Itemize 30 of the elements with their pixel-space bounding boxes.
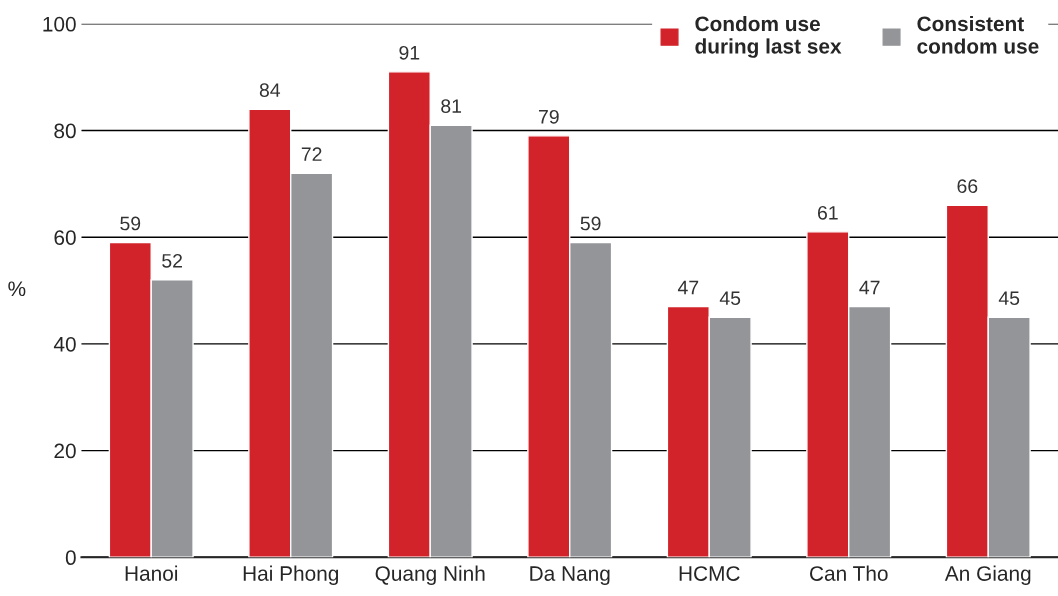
y-tick-label: 60 <box>54 230 76 245</box>
data-label: 59 <box>580 216 601 231</box>
x-tick-label: Quang Ninh <box>375 565 485 586</box>
data-label: 47 <box>859 280 880 295</box>
legend-label: Condom use during last sex <box>695 15 842 58</box>
data-label: 45 <box>719 291 741 306</box>
y-tick-label: 0 <box>65 550 76 566</box>
x-tick-label: Hai Phong <box>243 565 339 586</box>
y-tick-label: 20 <box>54 443 76 459</box>
data-label: 79 <box>538 109 559 124</box>
x-tick-label: An Giang <box>944 565 1031 586</box>
y-tick-label: 40 <box>53 336 76 352</box>
legend-label: Consistent condom use <box>917 15 1039 54</box>
data-label: 84 <box>259 83 281 98</box>
x-tick-label: Da Nang <box>530 566 610 586</box>
data-label: 91 <box>399 45 420 60</box>
data-label: 61 <box>817 205 838 220</box>
y-axis-title: % <box>8 281 26 297</box>
x-tick-label: Hanoi <box>125 565 178 581</box>
data-label: 52 <box>162 253 182 268</box>
y-tick-label: 80 <box>54 123 76 139</box>
x-tick-label: HCMC <box>679 566 740 581</box>
y-tick-label: 100 <box>43 16 76 32</box>
data-label: 59 <box>120 216 141 231</box>
data-label: 72 <box>301 147 322 161</box>
data-label: 47 <box>677 280 699 295</box>
data-label: 81 <box>441 99 462 114</box>
data-label: 45 <box>998 291 1020 306</box>
data-label: 66 <box>957 179 978 194</box>
x-tick-label: Can Tho <box>810 565 888 581</box>
